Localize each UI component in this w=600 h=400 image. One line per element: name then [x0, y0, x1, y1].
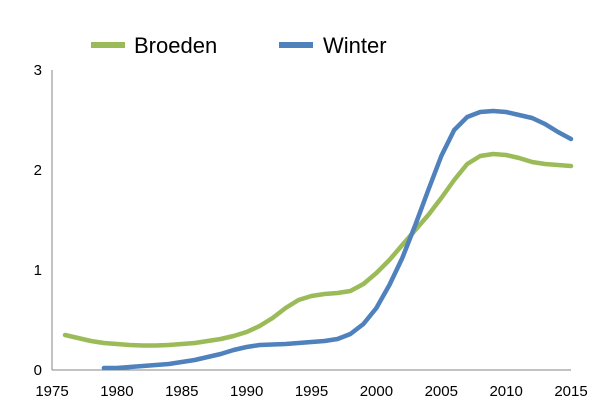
legend-item-winter: Winter [279, 33, 387, 58]
y-tick-labels: 0 1 2 3 [34, 62, 42, 379]
x-tick-label: 1985 [165, 383, 198, 400]
y-tick-label: 1 [34, 262, 42, 279]
legend: Broeden Winter [91, 33, 387, 58]
series-line-broeden [62, 151, 574, 348]
x-tick-label: 2010 [489, 383, 522, 400]
y-tick-label: 3 [34, 62, 42, 79]
y-tick-label: 2 [34, 162, 42, 179]
x-tick-label: 1980 [100, 383, 133, 400]
legend-label-broeden: Broeden [134, 33, 217, 58]
plot-area: 0 1 2 3 1975 1980 1985 1990 1995 2000 2005 2010 201… [34, 62, 588, 400]
legend-item-broeden: Broeden [91, 33, 217, 58]
x-tick-label: 1990 [230, 383, 263, 400]
x-tick-label: 2005 [425, 383, 458, 400]
x-tick-label: 1995 [295, 383, 328, 400]
x-tick-label: 2000 [360, 383, 393, 400]
y-tick-label: 0 [34, 362, 42, 379]
x-tick-label: 2015 [554, 383, 587, 400]
legend-label-winter: Winter [323, 33, 387, 58]
x-tick-labels: 1975 1980 1985 1990 1995 2000 2005 2010 2015 [35, 383, 587, 400]
x-tick-label: 1975 [35, 383, 68, 400]
series-lines [62, 108, 574, 371]
series-line-winter [101, 108, 574, 371]
